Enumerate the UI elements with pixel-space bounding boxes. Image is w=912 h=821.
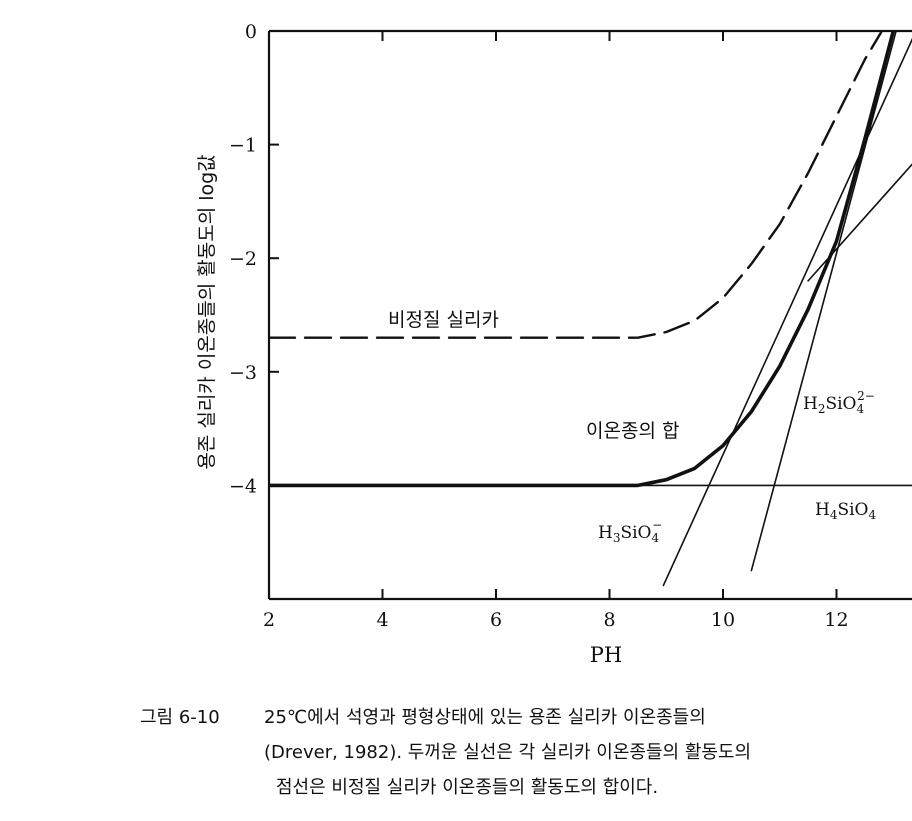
series-group xyxy=(269,31,912,587)
plot-area xyxy=(269,31,912,587)
x-tick-label-3: 8 xyxy=(603,609,615,631)
x-tick-label-4: 10 xyxy=(711,609,735,631)
series-line-5 xyxy=(807,163,912,282)
series-line-4 xyxy=(750,31,897,572)
caption-text-1: 25℃에서 석영과 평형상태에 있는 용존 실리카 이온종들의 xyxy=(264,707,706,728)
y-tick-label-1: −1 xyxy=(229,135,257,157)
y-tick-label-2: −2 xyxy=(229,248,257,270)
series-line-0 xyxy=(269,31,884,339)
y-tick-label-0: 0 xyxy=(245,21,257,43)
series-line-1 xyxy=(269,31,896,488)
y-axis-title: 용존 실리카 이온종들의 활동도의 log값 xyxy=(196,154,218,469)
label-h3sio4: H3SiO4− xyxy=(598,518,662,545)
y-tick-label-3: −3 xyxy=(229,362,257,384)
axes: 2 4 6 8 10 12 0 −1 −2 −3 −4 xyxy=(229,21,912,631)
figure-label: 그림 6-10 xyxy=(140,707,220,728)
annotation-amorphous-silica: 비정질 실리카 xyxy=(388,309,499,331)
annotation-sum-of-species: 이온종의 합 xyxy=(586,420,679,442)
x-axis-title: PH xyxy=(590,643,622,667)
x-tick-label-5: 12 xyxy=(824,609,848,631)
figure-caption-line-2: (Drever, 1982). 두꺼운 실선은 각 실리카 이온종들의 활동도의 xyxy=(264,742,752,763)
x-tick-label-0: 2 xyxy=(263,609,275,631)
y-tick-label-4: −4 xyxy=(229,475,257,497)
chart: 2 4 6 8 10 12 0 −1 −2 −3 −4 비정질 실리카 이온종의 합 H2SiO42… xyxy=(196,21,912,667)
figure-caption-line-3: 점선은 비정질 실리카 이온종들의 활동도의 합이다. xyxy=(276,777,659,798)
series-line-3 xyxy=(662,37,912,587)
x-tick-label-2: 6 xyxy=(490,609,502,631)
x-tick-label-1: 4 xyxy=(376,609,388,631)
label-h2sio4: H2SiO42− xyxy=(803,389,875,416)
label-h4sio4: H4SiO4 xyxy=(815,500,877,522)
chart-labels: 비정질 실리카 이온종의 합 H2SiO42− H4SiO4 H3SiO4− P… xyxy=(196,154,877,667)
figure-caption-line-1: 그림 6-10 25℃에서 석영과 평형상태에 있는 용존 실리카 이온종들의 xyxy=(140,703,912,729)
